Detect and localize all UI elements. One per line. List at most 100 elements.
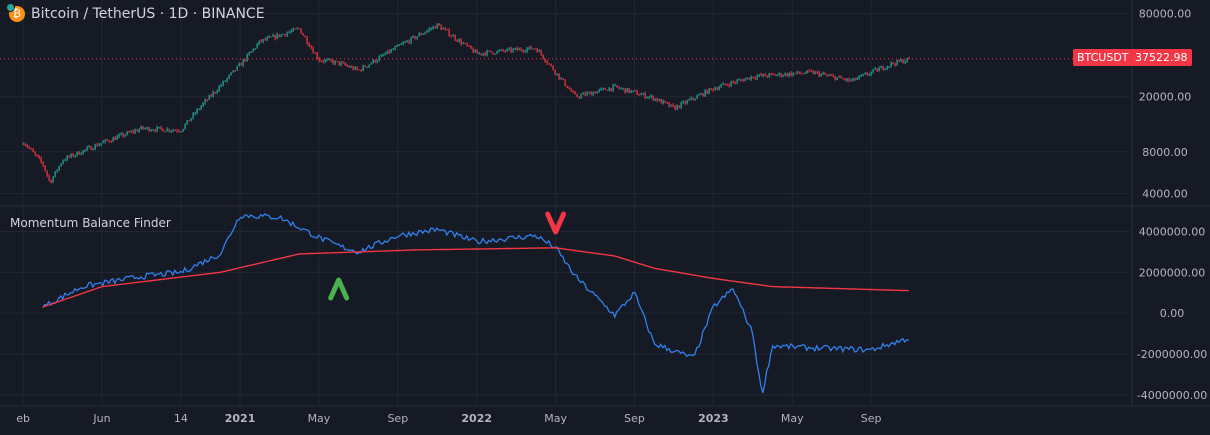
candle-body — [708, 88, 710, 94]
candle-body — [546, 61, 548, 64]
candle-body — [70, 154, 72, 157]
candle-body — [262, 39, 264, 42]
candle-body — [492, 52, 494, 55]
candle-body — [182, 128, 184, 132]
candle-body — [846, 78, 848, 81]
candle-body — [672, 104, 674, 107]
candle-body — [882, 66, 884, 70]
candle-body — [24, 143, 26, 146]
balance-line — [42, 247, 909, 308]
candle-body — [628, 88, 630, 93]
candle-body — [318, 58, 320, 61]
candle-body — [82, 150, 84, 154]
candle-body — [328, 59, 330, 61]
candle-body — [838, 76, 840, 78]
symbol-tag: BTCUSDT — [1073, 49, 1133, 66]
candle-body — [774, 74, 776, 76]
candle-body — [308, 43, 310, 47]
candle-body — [192, 113, 194, 119]
candle-body — [352, 66, 354, 70]
candle-body — [704, 90, 706, 96]
candle-body — [506, 49, 508, 52]
candle-body — [524, 51, 526, 53]
candle-body — [696, 95, 698, 99]
candle-body — [178, 131, 180, 133]
candle-body — [596, 91, 598, 94]
candle-body — [228, 74, 230, 79]
candle-body — [22, 143, 24, 145]
indicator-axis-label: -4000000.00 — [1137, 389, 1207, 402]
candle-body — [780, 73, 782, 77]
candle-body — [316, 53, 318, 59]
candle-body — [26, 145, 28, 147]
candle-body — [820, 73, 822, 77]
candle-body — [702, 93, 704, 96]
candle-body — [830, 75, 832, 77]
candle-body — [28, 146, 30, 149]
candle-body — [186, 120, 188, 125]
candle-body — [488, 50, 490, 52]
candle-body — [778, 73, 780, 75]
candle-body — [390, 49, 392, 53]
candle-body — [236, 66, 238, 71]
candle-body — [600, 88, 602, 90]
candle-body — [260, 40, 262, 42]
candle-body — [680, 102, 682, 108]
candle-body — [788, 72, 790, 76]
candle-body — [128, 131, 130, 133]
candle-body — [542, 54, 544, 59]
candle-body — [640, 94, 642, 96]
candle-body — [616, 85, 618, 88]
candle-body — [120, 133, 122, 135]
candle-body — [480, 53, 482, 55]
candle-body — [544, 58, 546, 62]
candle-body — [124, 134, 126, 137]
candle-body — [694, 98, 696, 100]
candle-body — [118, 134, 120, 137]
candle-body — [294, 28, 296, 30]
candle-body — [490, 50, 492, 53]
candle-body — [180, 131, 182, 133]
candle-body — [828, 75, 830, 77]
candle-body — [154, 130, 156, 132]
candle-body — [176, 130, 178, 132]
candle-body — [382, 54, 384, 56]
candle-body — [726, 84, 728, 86]
candle-body — [304, 35, 306, 38]
indicator-axis-label: 4000000.00 — [1139, 225, 1205, 238]
candle-body — [504, 50, 506, 52]
candle-body — [428, 28, 430, 31]
candle-body — [502, 49, 504, 51]
candle-body — [474, 50, 476, 53]
candle-body — [384, 53, 386, 55]
candle-body — [274, 35, 276, 39]
candle-body — [854, 78, 856, 80]
candle-body — [538, 50, 540, 52]
candle-body — [372, 59, 374, 64]
candle-body — [476, 50, 478, 54]
candle-body — [850, 80, 852, 82]
candle-body — [416, 36, 418, 39]
candle-body — [364, 65, 366, 68]
candle-body — [332, 60, 334, 64]
candle-body — [212, 92, 214, 97]
candle-body — [904, 61, 906, 64]
candle-body — [404, 41, 406, 43]
candle-body — [834, 76, 836, 80]
time-axis-label: 2023 — [698, 412, 729, 425]
candle-body — [322, 60, 324, 62]
candle-body — [670, 104, 672, 107]
candle-body — [758, 74, 760, 76]
candle-body — [552, 65, 554, 71]
candle-body — [342, 62, 344, 64]
candle-body — [634, 90, 636, 92]
candle-body — [808, 70, 810, 72]
candle-body — [752, 76, 754, 78]
candle-body — [378, 56, 380, 61]
candle-body — [686, 100, 688, 104]
candle-body — [84, 149, 86, 151]
candle-body — [874, 68, 876, 70]
candle-body — [826, 74, 828, 76]
